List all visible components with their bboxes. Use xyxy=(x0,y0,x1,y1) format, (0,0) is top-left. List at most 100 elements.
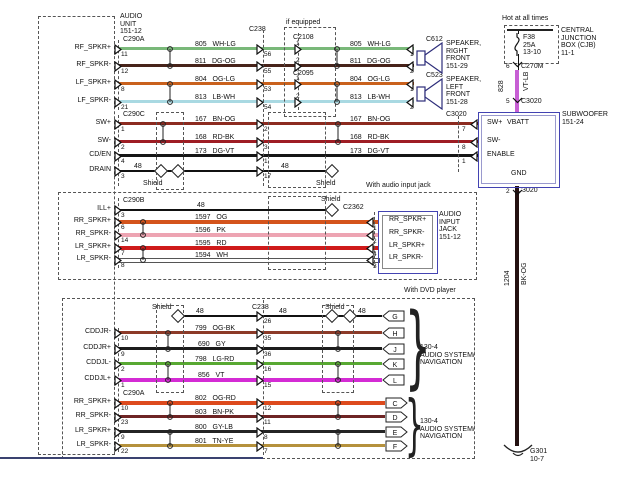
sub-vbatt-label: VBATT xyxy=(507,119,530,126)
shield-label-dvd-1: Shield xyxy=(152,304,172,311)
connector-arrow-icon xyxy=(256,79,264,90)
connector-arrow-icon xyxy=(406,61,414,72)
wire-813-label-2: 813 LB-WH xyxy=(350,94,391,101)
pin-label-cddjr-minus: CDDJR- xyxy=(84,328,111,335)
wire-801-label: 801 TN-YE xyxy=(195,438,234,445)
connector-line-c290-4 xyxy=(118,328,119,452)
wire-48-ill-label: 48 xyxy=(197,202,205,209)
flag-D: D xyxy=(385,411,408,423)
wire-805-label-2: 805 WH-LG xyxy=(350,41,391,48)
connector-arrow-icon xyxy=(256,61,264,72)
wire-48-drain-label-1: 48 xyxy=(134,163,142,170)
connector-line-c2362 xyxy=(374,212,375,268)
connector-arrow-icon xyxy=(470,119,478,130)
nav-label-2: 130-4 AUDIO SYSTEM/ NAVIGATION xyxy=(420,418,475,441)
shield-label-dvd-2: Shield xyxy=(325,304,345,311)
if-equipped-label: if equipped xyxy=(286,19,321,26)
wire-167-label-2: 167 BN-OG xyxy=(350,116,391,123)
twisted-pair-icon xyxy=(335,361,341,383)
svg-text:H: H xyxy=(392,331,397,338)
pin-label-rr-spkr-plus-jack: RR_SPKR+ xyxy=(73,217,111,224)
connector-arrow-icon xyxy=(114,151,122,162)
pin-label-rr-spkr-minus-nav: RR_SPKR- xyxy=(75,412,111,419)
wire-811-label-1: 811 DG-OG xyxy=(195,58,236,65)
flag-G: G xyxy=(382,310,405,322)
pin-number: 8 xyxy=(121,86,125,93)
wire-1204-bk-og xyxy=(515,186,519,446)
flag-K: K xyxy=(382,358,405,370)
pin-number: 53 xyxy=(264,86,272,93)
connector-arrow-icon xyxy=(114,328,122,339)
pin-number: 6 xyxy=(506,63,510,70)
connector-c238-top: C238 xyxy=(249,26,266,33)
pin-label-rr-spkr-minus-jack: RR_SPKR- xyxy=(75,230,111,237)
pin-number: 35 xyxy=(264,335,272,342)
pin-number: 9 xyxy=(121,434,125,441)
pin-number: 7 xyxy=(121,250,125,257)
pin-number: 14 xyxy=(121,237,129,244)
pin-number: 1 xyxy=(121,126,125,133)
wire-813-lb-wh xyxy=(118,100,414,103)
pin-number: 7 xyxy=(462,126,466,133)
pin-label-ill-plus: ILL+ xyxy=(97,205,111,212)
twisted-pair-icon xyxy=(167,46,173,69)
connector-arrow-icon xyxy=(114,344,122,355)
twisted-pair-icon xyxy=(334,81,340,105)
shield-group-box-dvd-left xyxy=(156,305,184,393)
svg-text:J: J xyxy=(393,347,397,354)
sub-sw-minus-label: SW- xyxy=(487,137,501,144)
pin-number: 1 xyxy=(121,382,125,389)
connector-c2095: C2095 xyxy=(293,70,314,77)
if-equipped-box xyxy=(284,27,336,117)
connector-c238-dvd: C238 xyxy=(252,304,269,311)
sub-gnd-label: GND xyxy=(511,170,527,177)
twisted-pair-icon xyxy=(167,400,173,420)
pin-number: 8 xyxy=(462,144,466,151)
pin-label-lr-spkr-minus-jack: LR_SPKR- xyxy=(76,255,111,262)
connector-arrow-icon xyxy=(406,97,414,108)
pin-number: 11 xyxy=(264,419,271,426)
twisted-pair-icon xyxy=(140,219,146,238)
flag-J: J xyxy=(382,343,405,355)
audio-input-jack-box-outer xyxy=(378,211,438,274)
connector-arrow-icon xyxy=(256,44,264,55)
twisted-pair-icon xyxy=(335,330,341,352)
connector-c612: C612 xyxy=(426,36,443,43)
wire-48-dvd-shield xyxy=(182,315,382,317)
pin-number: 2 xyxy=(410,104,414,111)
nav-brace-1: } xyxy=(405,294,431,399)
wire-1597-og xyxy=(118,220,378,224)
audio-input-jack-section-box xyxy=(58,192,477,280)
shield-group-box-jack xyxy=(268,196,326,270)
svg-text:G: G xyxy=(392,314,397,321)
wire-1596-label: 1596 PK xyxy=(195,227,226,234)
connector-arrow-icon xyxy=(470,151,478,162)
wire-798-lg-rd xyxy=(118,362,382,365)
twisted-pair-icon xyxy=(165,361,171,383)
bottom-frame-line xyxy=(0,457,263,459)
inline-connector-icon xyxy=(512,189,523,196)
connector-arrow-icon xyxy=(114,119,122,130)
wire-804-label-1: 804 OG-LG xyxy=(195,76,236,83)
wire-804-label-2: 804 OG-LG xyxy=(350,76,391,83)
twisted-pair-icon xyxy=(335,121,341,145)
pin-number: 2 xyxy=(506,188,510,195)
connector-c3020-mid: C3020 xyxy=(446,111,467,118)
wire-805-label-1: 805 WH-LG xyxy=(195,41,236,48)
connector-arrow-icon xyxy=(114,205,122,216)
connector-arrow-icon xyxy=(256,137,264,148)
fuse-f38-label: F38 25A 13-10 xyxy=(523,34,541,57)
wire-803-bn-pk xyxy=(118,415,385,418)
wire-803-label: 803 BN-PK xyxy=(195,409,234,416)
connector-arrow-icon xyxy=(256,97,264,108)
twisted-pair-icon xyxy=(335,429,341,449)
shield-label-ill: Shield xyxy=(321,196,341,203)
wire-799-og-bk xyxy=(118,331,382,334)
pin-number: 7 xyxy=(264,448,268,455)
fuse-f38-icon xyxy=(514,33,520,56)
pin-label-rf-spkr-plus: RF_SPKR+ xyxy=(74,44,111,51)
connector-line-c238-1 xyxy=(263,30,264,186)
pin-number: 12 xyxy=(121,68,129,75)
flag-E: E xyxy=(385,426,408,438)
connector-c523: C523 xyxy=(426,72,443,79)
